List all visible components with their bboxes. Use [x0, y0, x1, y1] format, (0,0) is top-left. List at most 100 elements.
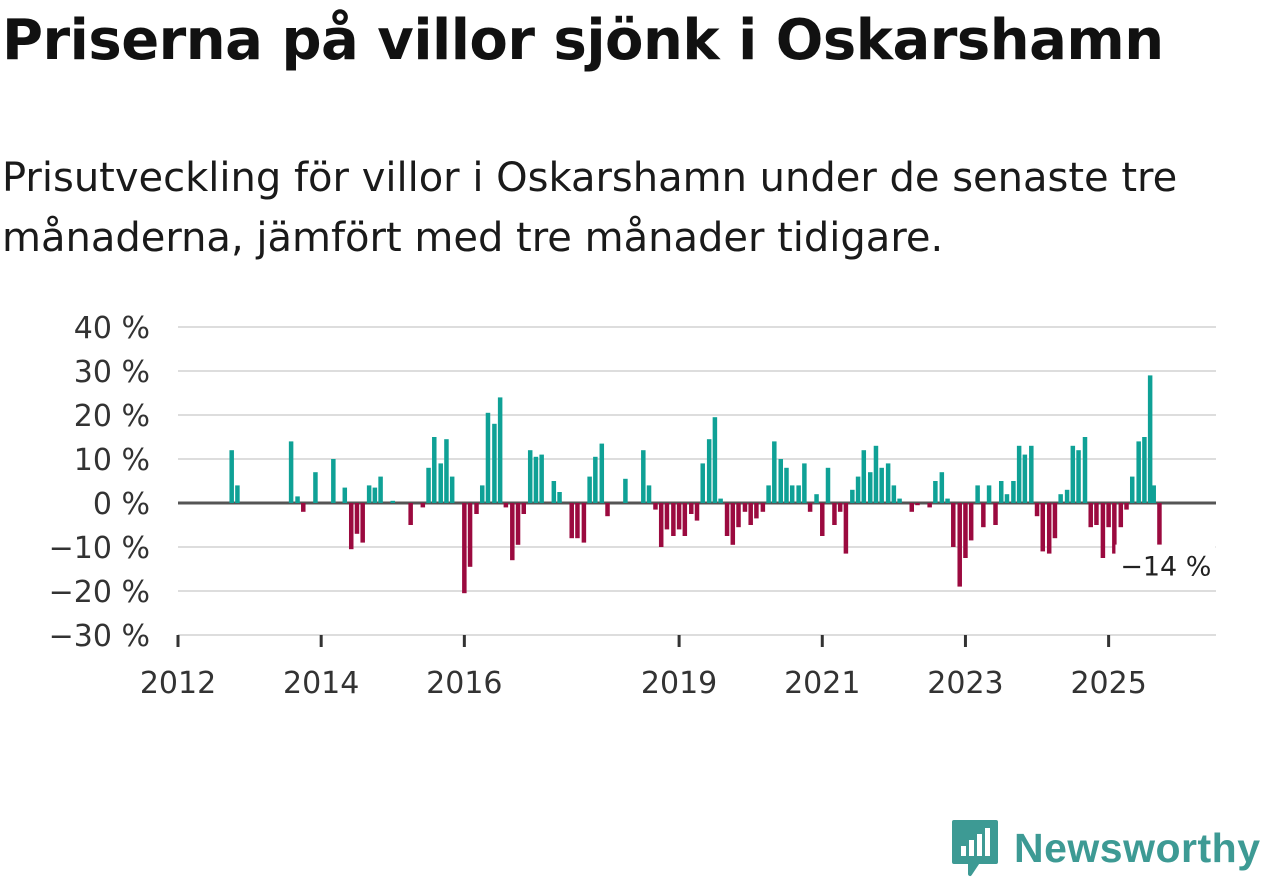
- bar-positive: [867, 472, 873, 503]
- bar-negative: [694, 503, 700, 521]
- bar-positive: [533, 456, 539, 503]
- bar-positive: [1070, 445, 1076, 503]
- bar-positive: [718, 498, 723, 503]
- bar-positive: [1082, 437, 1088, 503]
- bar-positive: [945, 498, 950, 503]
- bar-positive: [1011, 481, 1016, 503]
- bar-positive: [587, 476, 592, 503]
- bar-positive: [802, 463, 807, 503]
- annotation: −14 %: [1115, 544, 1216, 583]
- x-tick-label: 2016: [426, 666, 502, 701]
- chart-title: Priserna på villor sjönk i Oskarshamn: [2, 8, 1164, 73]
- bar-positive: [850, 489, 855, 503]
- bar-positive: [700, 463, 705, 503]
- x-tick-label: 2014: [283, 666, 359, 701]
- bar-positive: [712, 417, 718, 503]
- bar-negative: [963, 503, 968, 558]
- bar-negative: [658, 503, 664, 547]
- bar-positive: [939, 472, 945, 503]
- bar-negative: [968, 503, 974, 541]
- bar-negative: [915, 503, 920, 506]
- brand-name: Newsworthy: [1014, 824, 1261, 871]
- bar-negative: [510, 503, 515, 561]
- bar-negative: [1094, 503, 1099, 525]
- bar-positive: [772, 441, 777, 503]
- bar-positive: [432, 437, 437, 503]
- x-tick-label: 2019: [641, 666, 717, 701]
- bar-negative: [1157, 503, 1162, 565]
- bar-negative: [1106, 503, 1111, 528]
- bar-positive: [288, 441, 294, 503]
- bar-positive: [444, 439, 449, 503]
- y-tick-label: 20 %: [74, 399, 150, 434]
- bar-negative: [909, 503, 915, 512]
- bar-negative: [408, 503, 413, 525]
- bar-negative: [1034, 503, 1040, 517]
- bar-negative: [1124, 503, 1129, 510]
- bar-positive: [986, 485, 992, 503]
- bar-negative: [760, 503, 766, 512]
- bar-negative: [1100, 503, 1106, 558]
- bar-negative: [474, 503, 479, 514]
- price-change-chart: 40 %30 %20 %10 %0 %−10 %−20 %−30 % 2012 2…: [49, 311, 1216, 701]
- bar-negative: [730, 503, 736, 545]
- bar-negative: [664, 503, 670, 530]
- bar-negative: [748, 503, 753, 525]
- bar-positive: [885, 463, 891, 503]
- bar-positive: [235, 485, 240, 503]
- bar-positive: [933, 481, 938, 503]
- bar-positive: [641, 450, 646, 503]
- bar-positive: [784, 467, 789, 503]
- bar-positive: [897, 498, 902, 503]
- bar-negative: [1118, 503, 1124, 528]
- bar-negative: [1052, 503, 1058, 539]
- bar-positive: [1151, 485, 1156, 503]
- bar-positive: [891, 485, 897, 503]
- bar-positive: [814, 494, 819, 503]
- bar-negative: [515, 503, 521, 545]
- bar-positive: [766, 485, 771, 503]
- bar-negative: [689, 503, 694, 514]
- x-tick-label: 2012: [140, 666, 216, 701]
- bar-positive: [366, 485, 372, 503]
- x-tick-label: 2023: [927, 666, 1003, 701]
- bar-negative: [360, 503, 365, 543]
- bar-positive: [855, 476, 861, 503]
- bar-positive: [879, 467, 884, 503]
- x-tick-label: 2021: [784, 666, 860, 701]
- bar-negative: [676, 503, 682, 530]
- bar-positive: [706, 439, 712, 503]
- bar-negative: [467, 503, 473, 567]
- bar-positive: [497, 397, 503, 503]
- y-tick-label: −30 %: [49, 619, 150, 654]
- y-axis: 40 % 30 % 20 % 10 % 0 % −10 % −20 % −30 %: [49, 311, 150, 654]
- bar-positive: [1129, 476, 1135, 503]
- bar-negative: [754, 503, 759, 519]
- bar-negative: [951, 503, 956, 547]
- bar-positive: [1076, 450, 1081, 503]
- bar-negative: [348, 503, 354, 550]
- bar-positive: [342, 487, 348, 503]
- bar-positive: [426, 467, 431, 503]
- bar-negative: [807, 503, 813, 512]
- bar-positive: [229, 450, 234, 503]
- bar-negative: [993, 503, 998, 525]
- bar-negative: [682, 503, 688, 536]
- bar-positive: [390, 500, 396, 503]
- bar-positive: [1147, 375, 1153, 503]
- y-tick-label: 40 %: [74, 311, 150, 346]
- bar-positive: [313, 472, 318, 503]
- newsworthy-logo: Newsworthy: [950, 818, 1261, 878]
- bar-negative: [1046, 503, 1052, 554]
- bar-positive: [1136, 441, 1141, 503]
- bar-negative: [354, 503, 360, 534]
- bar-positive: [485, 412, 491, 503]
- bar-positive: [623, 478, 628, 503]
- bar-negative: [569, 503, 574, 539]
- bar-positive: [873, 445, 879, 503]
- bar-negative: [843, 503, 849, 554]
- bar-positive: [646, 485, 652, 503]
- bar-positive: [1142, 437, 1147, 503]
- bar-positive: [1029, 445, 1034, 503]
- bar-negative: [724, 503, 730, 536]
